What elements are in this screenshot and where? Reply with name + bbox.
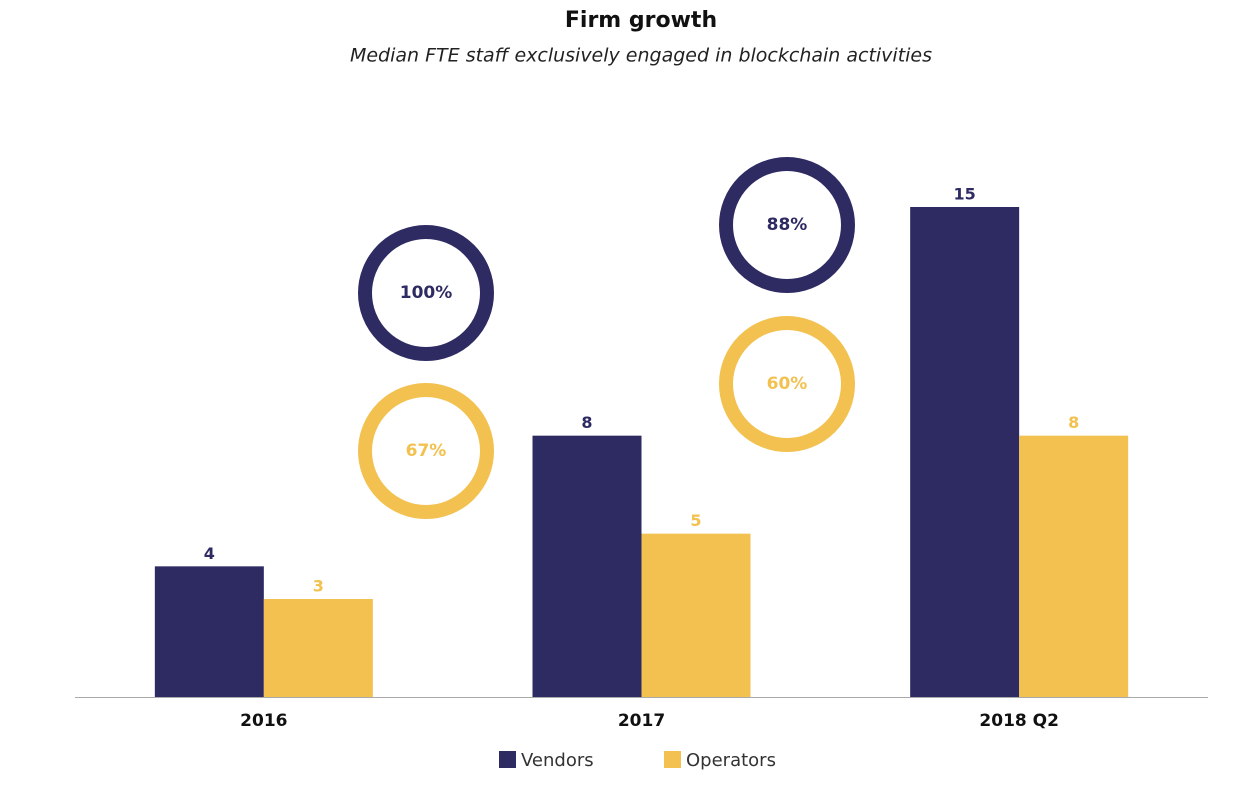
growth-ring <box>719 157 855 293</box>
chart-title: Firm growth <box>565 8 717 33</box>
growth-ring <box>719 316 855 452</box>
data-label: 8 <box>1068 413 1079 432</box>
bar <box>532 435 642 697</box>
data-label: 4 <box>204 544 215 563</box>
legend-label: Vendors <box>521 750 594 771</box>
annotation: 100% <box>400 283 453 303</box>
annotation: 67% <box>406 441 447 461</box>
data-label: 8 <box>581 413 592 432</box>
bar <box>1019 435 1129 697</box>
legend-swatch <box>664 751 681 768</box>
bar <box>910 207 1020 697</box>
data-label: 15 <box>954 185 976 204</box>
x-tick-label: 2018 Q2 <box>979 711 1059 731</box>
data-label: 5 <box>690 511 701 530</box>
x-tick-label: 2017 <box>618 711 665 731</box>
bar <box>263 599 373 697</box>
growth-ring <box>358 383 494 519</box>
legend-swatch <box>499 751 516 768</box>
x-tick-label: 2016 <box>240 711 287 731</box>
legend-label: Operators <box>686 750 776 771</box>
chart-subtitle: Median FTE staff exclusively engaged in … <box>350 45 932 67</box>
annotation: 88% <box>767 215 808 235</box>
bar <box>641 533 751 697</box>
annotation: 60% <box>767 374 808 394</box>
data-label: 3 <box>313 577 324 596</box>
bar <box>154 566 264 697</box>
growth-ring <box>358 225 494 361</box>
